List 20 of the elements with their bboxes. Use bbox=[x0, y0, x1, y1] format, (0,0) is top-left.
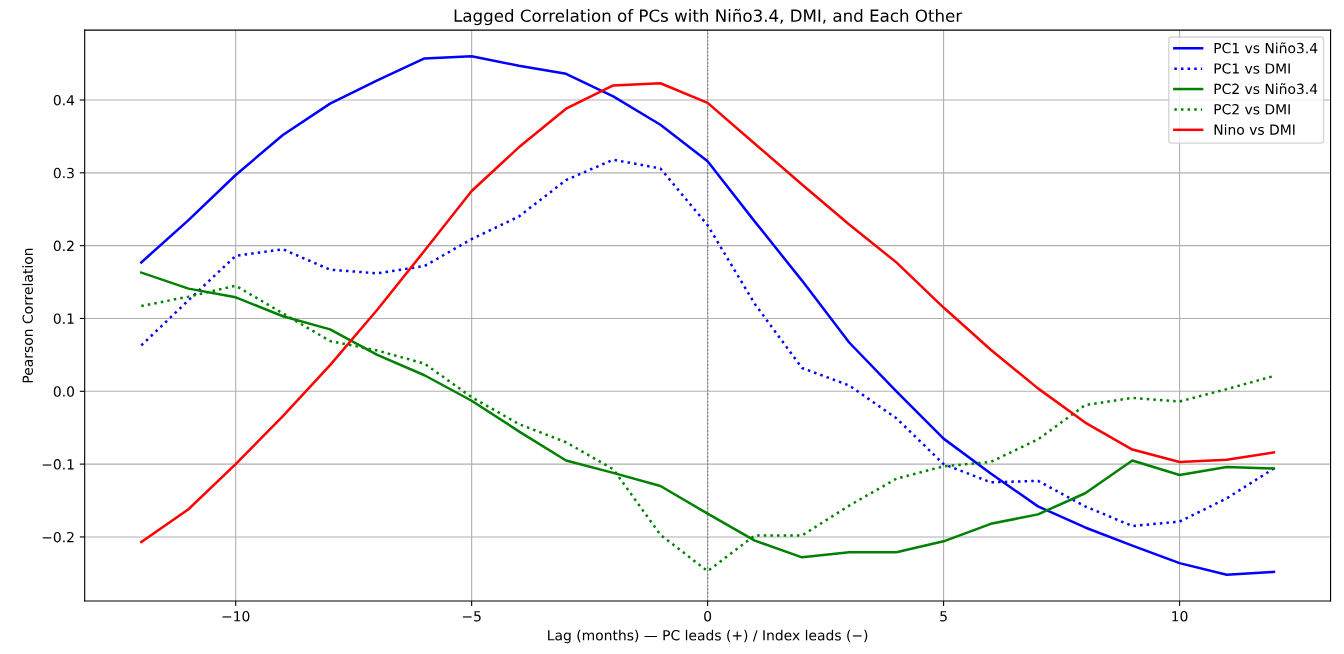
y-axis-title: Pearson Correlation bbox=[22, 248, 33, 383]
legend-label: Nino vs DMI bbox=[1214, 124, 1295, 135]
x-tick-label: 5 bbox=[940, 611, 947, 622]
legend-label: PC1 vs Niño3.4 bbox=[1214, 42, 1318, 54]
y-tick-label: 0.2 bbox=[53, 240, 74, 252]
chart-title: Lagged Correlation of PCs with Niño3.4, DMI, and Each Other bbox=[454, 8, 963, 26]
x-tick-label: 10 bbox=[1172, 610, 1188, 622]
legend-label: PC2 vs DMI bbox=[1214, 103, 1290, 115]
legend-label: PC1 vs DMI bbox=[1214, 63, 1290, 74]
y-tick-label: 0.3 bbox=[53, 167, 74, 179]
x-tick-label: −5 bbox=[462, 611, 481, 622]
y-tick-label: 0.4 bbox=[53, 94, 75, 106]
x-tick-label: −10 bbox=[222, 610, 250, 622]
y-tick-label: −0.1 bbox=[42, 459, 74, 470]
legend-label: PC2 vs Niño3.4 bbox=[1214, 83, 1318, 95]
x-axis-title: Lag (months) — PC leads (+) / Index leads (−) bbox=[548, 629, 868, 644]
y-tick-label: 0.1 bbox=[53, 313, 74, 324]
y-tick-label: 0.0 bbox=[53, 386, 75, 397]
x-tick-label: 0 bbox=[704, 610, 712, 622]
y-tick-label: −0.2 bbox=[42, 531, 74, 543]
